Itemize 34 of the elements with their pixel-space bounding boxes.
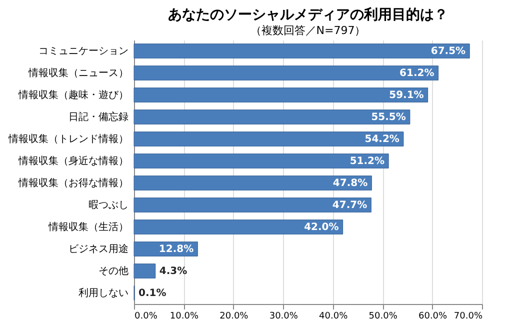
- x-tick-label: 0.0%: [134, 312, 158, 322]
- y-tick-label: コミュニケーション: [38, 46, 128, 57]
- x-tick-label: 50.0%: [368, 312, 398, 322]
- data-label: 51.2%: [350, 156, 385, 167]
- y-tick-label: 情報収集（生活）: [48, 221, 128, 233]
- data-label: 4.3%: [159, 266, 188, 277]
- chart-subtitle: （複数回答／N=797）: [250, 24, 366, 37]
- data-label: 55.5%: [371, 112, 406, 123]
- y-tick-label: 利用しない: [78, 287, 128, 299]
- y-tick-label: 暇つぶし: [88, 200, 128, 211]
- data-label: 59.1%: [389, 90, 424, 101]
- x-tick-label: 10.0%: [170, 312, 199, 322]
- y-tick-label: 情報収集（趣味・遊び）: [18, 89, 128, 101]
- data-label: 67.5%: [430, 46, 466, 57]
- x-tick-label: 20.0%: [220, 312, 249, 322]
- data-label: 12.8%: [158, 244, 194, 255]
- chart-title: あなたのソーシャルメディアの利用目的は？: [168, 7, 448, 23]
- data-label: 42.0%: [304, 222, 339, 233]
- data-label: 54.2%: [364, 134, 400, 145]
- x-tick-label: 60.0%: [418, 312, 448, 322]
- data-label: 0.1%: [138, 288, 166, 299]
- y-tick-label: ビジネス用途: [68, 243, 128, 255]
- data-label: 47.8%: [332, 178, 368, 189]
- x-tick-label: 40.0%: [319, 312, 348, 322]
- y-tick-label: 情報収集（身近な情報）: [18, 155, 128, 167]
- y-tick-label: 日記・備忘録: [68, 111, 128, 123]
- x-tick-label: 30.0%: [269, 312, 298, 322]
- y-tick-label: その他: [98, 265, 128, 277]
- y-tick-label: 情報収集（ニュース）: [28, 67, 128, 79]
- data-label: 61.2%: [400, 68, 434, 79]
- y-tick-label: 情報収集（トレンド情報）: [8, 133, 128, 145]
- data-label: 47.7%: [332, 200, 368, 211]
- y-tick-label: 情報収集（お得な情報）: [18, 177, 128, 189]
- x-tick-label: 70.0%: [454, 312, 483, 322]
